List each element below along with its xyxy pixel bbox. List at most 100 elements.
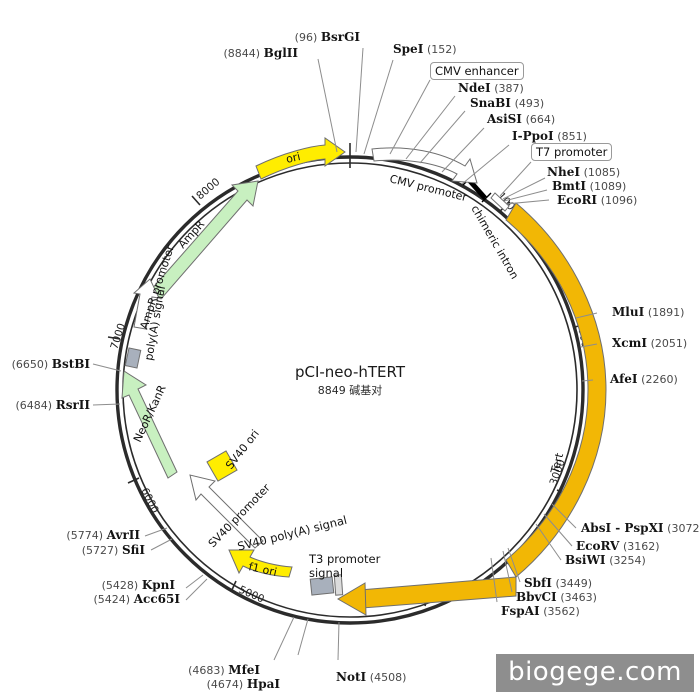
site-acc65i-enzyme: Acc65I <box>133 592 180 606</box>
site-bstbi: (6650) BstBI <box>0 357 90 371</box>
site-bmti: BmtI (1089) <box>552 179 626 193</box>
site-bsrgi: (96) BsrGI <box>180 30 360 44</box>
site-nhei: NheI (1085) <box>547 165 620 179</box>
site-noti-pos: (4508) <box>369 671 407 684</box>
site-absi-pspxi-enzyme: AbsI - PspXI <box>581 521 664 535</box>
feature-neor-kanr: NeoR/KanR <box>121 370 178 479</box>
feature-label-tert: Tert <box>548 451 566 476</box>
site-fspai: FspAI (3562) <box>501 604 580 618</box>
site-bstbi-enzyme: BstBI <box>51 357 90 371</box>
site-bsiwi-enzyme: BsiWI <box>565 553 606 567</box>
feature-t3-promoter <box>333 574 344 596</box>
site-afei-enzyme: AfeI <box>610 372 638 386</box>
site-rsrii-pos: (6484) <box>15 399 53 412</box>
site-sbfi: SbfI (3449) <box>524 576 592 590</box>
feature-f1-ori: f1 ori <box>228 549 293 579</box>
feature-sv40-polya-signal <box>309 576 335 596</box>
site-bglii-pos: (8844) <box>223 47 261 60</box>
site-xcmi-enzyme: XcmI <box>612 336 647 350</box>
site-ecori-pos: (1096) <box>600 194 638 207</box>
site-ndei: NdeI (387) <box>458 81 524 95</box>
site-afei: AfeI (2260) <box>610 372 678 386</box>
site-ecori: EcoRI (1096) <box>557 193 637 207</box>
feature-label-ori: ori <box>285 150 302 166</box>
site-ecorv: EcoRV (3162) <box>576 539 660 553</box>
site-mfei-enzyme: MfeI <box>228 663 260 677</box>
site-avrii-enzyme: AvrII <box>106 528 140 542</box>
site-noti-enzyme: NotI <box>336 670 367 684</box>
site-kpni: (5428) KpnI <box>20 578 175 592</box>
site-ndei-pos: (387) <box>494 82 524 95</box>
site-mfei: (4683) MfeI <box>120 663 260 677</box>
site-mlui: MluI (1891) <box>612 305 684 319</box>
site-spei: SpeI (152) <box>393 42 457 56</box>
site-avrii: (5774) AvrII <box>0 528 140 542</box>
site-asisi-enzyme: AsiSI <box>487 112 522 126</box>
feature-tert: Tert <box>337 202 607 616</box>
site-ecori-enzyme: EcoRI <box>557 193 598 207</box>
feature-label-cmv-enhancer: CMV enhancer <box>430 62 524 80</box>
site-hpai: (4674) HpaI <box>140 677 280 691</box>
site-hpai-enzyme: HpaI <box>246 677 280 691</box>
site-afei-pos: (2260) <box>641 373 678 386</box>
site-ndei-enzyme: NdeI <box>458 81 491 95</box>
site-ecorv-pos: (3162) <box>622 540 660 553</box>
feature-label-t3-promoter: T3 promoter signal <box>309 552 380 580</box>
site-leader-lines <box>92 47 598 661</box>
site-i-ppoi-pos: (851) <box>557 130 587 143</box>
site-asisi-pos: (664) <box>525 113 556 126</box>
site-bmti-enzyme: BmtI <box>552 179 586 193</box>
site-sfii: (5727) SfiI <box>0 543 145 557</box>
feature-label-f1-ori: f1 ori <box>247 560 278 579</box>
site-sbfi-pos: (3449) <box>555 577 593 590</box>
site-i-ppoi: I-PpoI (851) <box>512 129 587 143</box>
site-sfii-pos: (5727) <box>81 544 119 557</box>
site-snabi: SnaBI (493) <box>470 96 544 110</box>
site-bmti-pos: (1089) <box>589 180 627 193</box>
site-ecorv-enzyme: EcoRV <box>576 539 620 553</box>
site-nhei-pos: (1085) <box>583 166 621 179</box>
site-noti: NotI (4508) <box>336 670 406 684</box>
site-acc65i-pos: (5424) <box>93 593 131 606</box>
site-bsiwi: BsiWI (3254) <box>565 553 646 567</box>
site-fspai-enzyme: FspAI <box>501 604 540 618</box>
site-i-ppoi-enzyme: I-PpoI <box>512 129 554 143</box>
site-bglii-enzyme: BglII <box>263 46 298 60</box>
site-mfei-pos: (4683) <box>188 664 225 677</box>
site-xcmi: XcmI (2051) <box>612 336 687 350</box>
site-hpai-pos: (4674) <box>206 678 244 691</box>
site-xcmi-pos: (2051) <box>650 337 688 350</box>
site-bsiwi-pos: (3254) <box>609 554 646 567</box>
t3-promoter-signal-text: signal <box>309 566 344 580</box>
site-sfii-enzyme: SfiI <box>121 543 145 557</box>
site-bbvci-enzyme: BbvCI <box>516 590 557 604</box>
feature-sv40-ori: SV40 ori <box>206 427 262 482</box>
site-mlui-enzyme: MluI <box>612 305 645 319</box>
site-acc65i: (5424) Acc65I <box>20 592 180 606</box>
site-kpni-enzyme: KpnI <box>141 578 175 592</box>
site-bbvci: BbvCI (3463) <box>516 590 597 604</box>
site-asisi: AsiSI (664) <box>487 112 555 126</box>
site-spei-enzyme: SpeI <box>393 42 424 56</box>
feature-label-sv40-ori: SV40 ori <box>223 427 262 471</box>
watermark: biogege.com <box>496 654 694 692</box>
tick-label-7000: 7000 <box>108 322 128 351</box>
site-absi-pspxi: AbsI - PspXI (3072) <box>581 521 700 535</box>
site-bglii: (8844) BglII <box>118 46 298 60</box>
site-snabi-pos: (493) <box>514 97 545 110</box>
site-nhei-enzyme: NheI <box>547 165 580 179</box>
site-mlui-pos: (1891) <box>647 306 685 319</box>
site-bbvci-pos: (3463) <box>560 591 597 604</box>
site-bsrgi-pos: (96) <box>294 31 318 44</box>
feature-ori: ori <box>255 137 346 180</box>
site-spei-pos: (152) <box>426 43 457 56</box>
site-sbfi-enzyme: SbfI <box>524 576 552 590</box>
site-rsrii: (6484) RsrII <box>0 398 90 412</box>
t3-promoter-text: T3 promoter <box>309 552 381 566</box>
site-snabi-enzyme: SnaBI <box>470 96 511 110</box>
site-kpni-pos: (5428) <box>101 579 139 592</box>
site-bsrgi-enzyme: BsrGI <box>320 30 360 44</box>
feature-label-t7-promoter: T7 promoter <box>531 143 613 161</box>
site-fspai-pos: (3562) <box>543 605 580 618</box>
